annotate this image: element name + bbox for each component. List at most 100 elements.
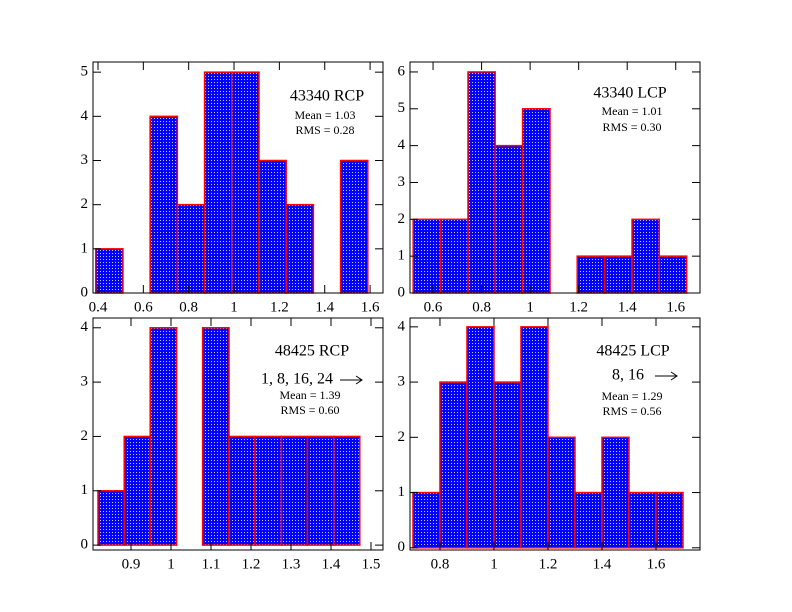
histogram-bar [285,203,315,294]
y-tick-label: 3 [81,152,89,168]
annotation: Mean = 1.29 [601,389,662,403]
x-tick-label: 1.6 [647,556,666,572]
y-tick-label: 0 [81,537,89,553]
x-tick-label: 1.4 [322,556,341,572]
panel-title: 48425 LCP [596,343,669,360]
histogram-bar [123,435,151,546]
plot-frame [409,61,701,294]
x-tick-label: 1.4 [618,299,637,315]
y-tick-label: 6 [398,63,406,79]
x-tick-label: 1 [490,556,498,572]
histogram-bar [231,71,260,294]
annotation: RMS = 0.28 [295,123,354,137]
y-tick-label: 4 [398,137,406,153]
x-tick-label: 1.4 [593,556,612,572]
y-tick-label: 0 [398,539,406,555]
histogram-bar [280,435,309,546]
x-tick-label: 1.2 [539,556,558,572]
histogram-bar [655,491,684,549]
histogram-bar [339,159,369,294]
y-tick-label: 3 [81,374,89,390]
histogram-bar [306,435,335,546]
x-tick-label: 0.8 [472,299,491,315]
histogram-bar [97,490,125,546]
histogram-bar [439,218,469,294]
x-tick-label: 0.4 [89,299,108,315]
x-tick-label: 1.5 [362,556,381,572]
annotation: 8, 16 [612,367,644,384]
y-tick-label: 2 [81,196,89,212]
plot-frame [409,317,701,551]
x-tick-label: 1.6 [666,299,685,315]
y-tick-label: 3 [398,174,406,190]
y-tick-label: 1 [81,240,89,256]
histogram-bar [258,159,287,294]
x-tick-label: 0.8 [179,299,198,315]
y-tick-label: 3 [398,374,406,390]
histogram-bar [466,326,495,549]
y-tick-label: 5 [398,100,406,116]
histogram-bar [547,436,576,549]
histogram-bar [494,144,524,294]
y-tick-label: 4 [398,318,406,334]
y-tick-label: 1 [398,484,406,500]
x-tick-label: 1.2 [569,299,588,315]
x-tick-label: 1 [167,556,175,572]
x-tick-label: 1.1 [202,556,221,572]
histogram-bar [203,71,233,294]
annotation: Mean = 1.39 [279,388,340,402]
histogram-bar [228,435,256,546]
x-tick-label: 1 [230,299,238,315]
x-tick-label: 1.3 [282,556,301,572]
arrow-head [670,371,678,381]
x-tick-label: 1.4 [315,299,334,315]
x-tick-label: 0.8 [431,556,450,572]
panel-title: 43340 RCP [290,88,364,105]
histogram-bar [149,327,178,546]
histogram-bar [521,108,551,294]
histogram-bar [603,255,633,294]
annotation: RMS = 0.30 [602,120,661,134]
histogram-bar [658,255,688,294]
y-tick-label: 4 [81,108,89,124]
histogram-bar [601,436,630,549]
annotation: RMS = 0.56 [602,404,661,418]
x-tick-label: 1.2 [270,299,289,315]
y-tick-label: 2 [81,428,89,444]
y-tick-label: 1 [81,482,89,498]
y-tick-label: 2 [398,429,406,445]
annotation: 1, 8, 16, 24 [261,371,333,388]
plot-frame [92,61,384,294]
histogram-bar [94,248,124,294]
x-tick-label: 1 [526,299,534,315]
annotation: Mean = 1.01 [601,104,662,118]
histogram-bar [574,491,603,549]
x-tick-label: 1.6 [361,299,380,315]
x-tick-label: 0.6 [424,299,443,315]
x-tick-label: 0.6 [134,299,153,315]
y-tick-label: 1 [398,248,406,264]
histogram-bar [576,255,606,294]
histogram-bar [412,491,441,549]
arrow-head [355,375,363,385]
panel-title: 43340 LCP [593,85,666,102]
x-tick-label: 1.2 [242,556,261,572]
y-tick-label: 0 [398,284,406,300]
y-tick-label: 5 [81,64,89,80]
histogram-bar [628,491,657,549]
histogram-bar [520,326,549,549]
histogram-bar [176,203,206,294]
y-tick-label: 0 [81,284,89,300]
annotation: RMS = 0.60 [280,403,339,417]
histogram-bar [467,71,496,294]
plot-frame [92,317,384,551]
histogram-bar [149,115,179,294]
panel-title: 48425 RCP [275,343,349,360]
histogram-bar [493,381,522,549]
histogram-bar [439,381,468,549]
y-tick-label: 2 [398,211,406,227]
histogram-bar [333,435,361,546]
x-tick-label: 0.9 [122,556,141,572]
y-tick-label: 4 [81,319,89,335]
